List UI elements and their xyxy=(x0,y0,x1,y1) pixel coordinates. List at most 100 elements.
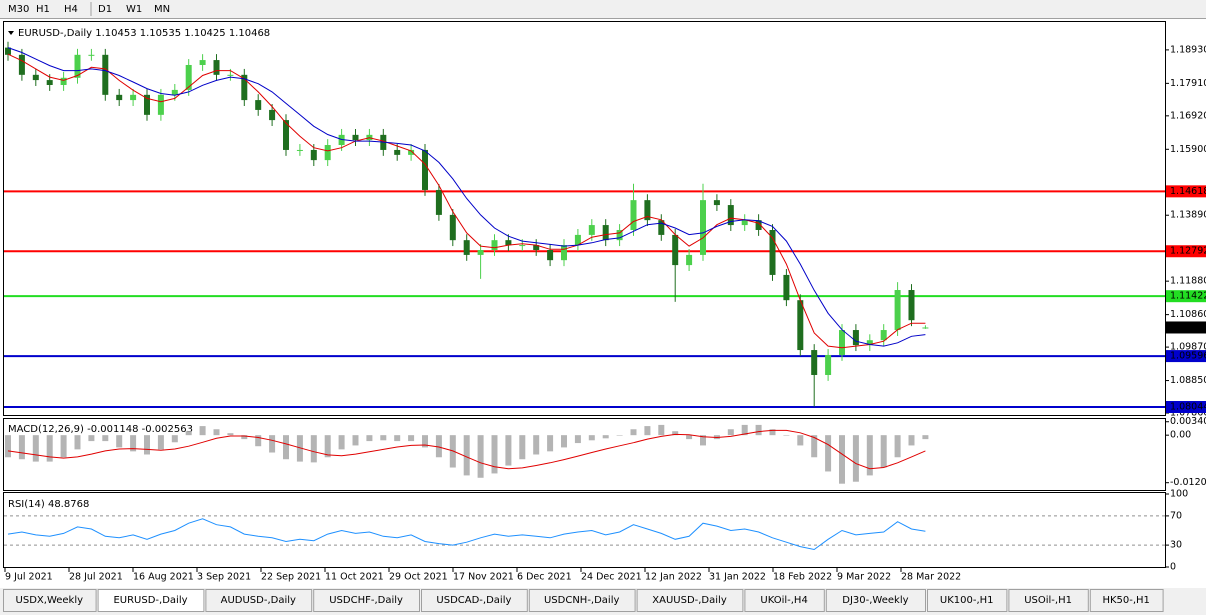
symbol-menu-arrow[interactable] xyxy=(8,31,14,35)
symbol-tab-label[interactable]: USDX,Weekly xyxy=(16,595,84,606)
macd-bar xyxy=(269,435,276,453)
symbol-tab-label[interactable]: UKOil-,H4 xyxy=(760,595,807,606)
macd-bar xyxy=(588,435,595,441)
macd-bar xyxy=(755,424,762,436)
timeframe-button[interactable]: H1 xyxy=(36,4,50,15)
candle-body xyxy=(811,350,818,375)
macd-bar xyxy=(922,435,929,440)
symbol-tab-label[interactable]: USOil-,H1 xyxy=(1024,595,1072,606)
candle-body xyxy=(435,189,442,215)
candle-body xyxy=(755,220,762,230)
symbol-tab[interactable] xyxy=(636,589,744,612)
macd-bar xyxy=(116,435,123,448)
symbol-tab-label[interactable]: UK100-,H1 xyxy=(940,595,994,606)
candle-body xyxy=(769,229,776,275)
candle-body xyxy=(825,354,832,375)
level-price-label: 1.09596 xyxy=(1170,351,1206,362)
macd-bar xyxy=(519,435,526,460)
candle-body xyxy=(700,200,706,255)
timeframe-button[interactable]: D1 xyxy=(98,4,112,15)
symbol-tab[interactable] xyxy=(421,589,528,612)
x-tick-label: 18 Feb 2022 xyxy=(773,572,832,583)
candle-body xyxy=(852,330,859,346)
x-tick-label: 12 Jan 2022 xyxy=(645,572,702,583)
symbol-tab-label[interactable]: USDCAD-,Daily xyxy=(436,595,511,606)
candle-body xyxy=(477,249,484,255)
panel-title: EURUSD-,Daily 1.10453 1.10535 1.10425 1.… xyxy=(18,28,270,39)
macd-bar xyxy=(477,435,484,478)
x-tick-label: 28 Mar 2022 xyxy=(901,572,961,583)
macd-bar xyxy=(797,435,804,446)
macd-bar xyxy=(310,435,317,463)
macd-bar xyxy=(880,435,887,468)
candle-body xyxy=(269,109,276,121)
candle-body xyxy=(32,74,39,81)
rsi-panel xyxy=(3,492,1166,568)
macd-bar xyxy=(60,435,67,458)
macd-bar xyxy=(422,435,428,448)
symbol-tab-label[interactable]: XAUUSD-,Daily xyxy=(652,595,727,606)
candle-body xyxy=(213,60,220,75)
candle-body xyxy=(630,200,637,230)
macd-bar xyxy=(296,435,303,462)
symbol-tab-label[interactable]: EURUSD-,Daily xyxy=(113,595,187,606)
level-price-box xyxy=(1166,185,1206,198)
candle-body xyxy=(88,54,95,56)
timeframe-button[interactable]: M30 xyxy=(8,4,29,15)
level-price-label: 1.12792 xyxy=(1170,246,1206,257)
x-tick-label: 9 Mar 2022 xyxy=(837,572,891,583)
macd-bar xyxy=(630,429,637,436)
symbol-tab[interactable] xyxy=(3,589,97,612)
macd-bar xyxy=(46,435,53,462)
timeframe-button[interactable]: MN xyxy=(154,4,170,15)
macd-bar xyxy=(741,424,748,436)
candle-body xyxy=(199,60,206,65)
macd-bar xyxy=(700,435,706,446)
candle-body xyxy=(116,94,123,101)
timeframe-button[interactable]: W1 xyxy=(126,4,142,15)
symbol-tab[interactable] xyxy=(528,589,636,612)
symbol-tab[interactable] xyxy=(313,589,421,612)
candle-body xyxy=(130,94,137,101)
symbol-tab-label[interactable]: USDCNH-,Daily xyxy=(544,595,620,606)
symbol-tab-label[interactable]: AUDUSD-,Daily xyxy=(221,595,296,606)
x-tick-label: 22 Sep 2021 xyxy=(261,572,321,583)
symbol-tab-label[interactable]: USDCHF-,Daily xyxy=(329,595,403,606)
candle-body xyxy=(686,254,693,266)
candle-body xyxy=(394,149,401,155)
candle-body xyxy=(561,245,567,261)
symbol-tab[interactable] xyxy=(825,589,926,612)
symbol-tab[interactable] xyxy=(205,589,313,612)
level-price-box xyxy=(1166,400,1206,413)
candle-body xyxy=(658,220,665,235)
candle-body xyxy=(185,64,192,90)
macd-bar xyxy=(352,435,359,446)
symbol-tab[interactable] xyxy=(1008,589,1089,612)
candle-body xyxy=(241,74,248,101)
symbol-tab[interactable] xyxy=(927,589,1008,612)
macd-bar xyxy=(171,435,178,443)
x-tick-label: 17 Nov 2021 xyxy=(453,572,514,583)
candle-body xyxy=(463,240,470,255)
macd-bar xyxy=(241,435,248,440)
macd-bar xyxy=(380,435,387,441)
symbol-tab[interactable] xyxy=(1089,589,1164,612)
current-price-box xyxy=(1166,321,1206,334)
y-tick-label: 1.07860 xyxy=(1170,408,1206,419)
candle-body xyxy=(310,149,317,161)
panel-title: MACD(12,26,9) -0.001148 -0.002563 xyxy=(8,424,193,435)
macd-bar xyxy=(505,435,512,466)
current-price-label: 1.10468 xyxy=(1170,322,1206,333)
candle-body xyxy=(880,330,887,341)
macd-bar xyxy=(672,431,679,436)
timeframe-button[interactable]: H4 xyxy=(64,4,78,15)
symbol-tab[interactable] xyxy=(744,589,825,612)
macd-bar xyxy=(338,435,345,450)
candle-body xyxy=(588,225,595,235)
candle-body xyxy=(255,100,262,110)
candle-body xyxy=(672,234,679,266)
symbol-tab[interactable] xyxy=(97,589,205,612)
macd-bar xyxy=(144,435,150,455)
symbol-tab-label[interactable]: DJ30-,Weekly xyxy=(842,595,908,606)
symbol-tab-label[interactable]: HK50-,H1 xyxy=(1102,595,1149,606)
